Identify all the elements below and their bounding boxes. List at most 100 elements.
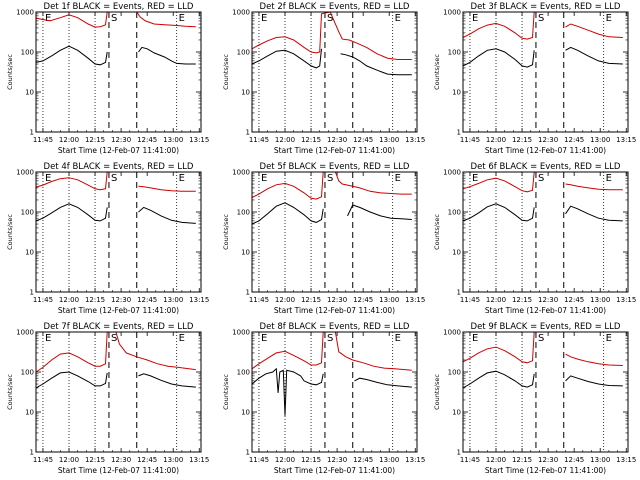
x-axis-label: Start Time (12-Feb-07 11:41:00) xyxy=(485,146,606,155)
y-tick-label: 100 xyxy=(448,369,461,377)
marker-label: E xyxy=(395,13,401,24)
marker-label: S xyxy=(327,173,333,184)
marker-label: S xyxy=(538,173,544,184)
y-tick-label: 10 xyxy=(241,89,250,97)
y-axis-label: Counts/sec xyxy=(222,54,230,90)
x-tick-label: 12:00 xyxy=(275,456,295,464)
panel-title: Det 2f BLACK = Events, RED = LLD xyxy=(260,2,410,12)
x-tick-label: 11:45 xyxy=(460,136,480,144)
x-tick-label: 12:45 xyxy=(353,296,373,304)
event-rate-line xyxy=(462,370,623,389)
x-tick-label: 12:15 xyxy=(512,136,532,144)
x-tick-label: 13:15 xyxy=(405,456,425,464)
x-tick-label: 12:30 xyxy=(538,296,558,304)
y-axis-label: Counts/sec xyxy=(6,214,14,250)
x-tick-label: 12:30 xyxy=(538,136,558,144)
detector-panel: Det 1f BLACK = Events, RED = LLD Counts/s… xyxy=(6,2,209,155)
y-tick-label: 10 xyxy=(452,249,461,257)
marker-label: E xyxy=(261,333,267,344)
x-tick-label: 13:15 xyxy=(616,296,636,304)
x-tick-label: 12:30 xyxy=(111,296,131,304)
marker-label: E xyxy=(45,333,51,344)
panel-title: Det 9f BLACK = Events, RED = LLD xyxy=(471,322,621,332)
detector-panel: Det 9f BLACK = Events, RED = LLD Counts/s… xyxy=(433,322,636,475)
y-tick-label: 100 xyxy=(21,369,34,377)
y-tick-label: 1000 xyxy=(443,169,461,177)
lld-rate-line xyxy=(462,331,623,366)
y-tick-label: 1 xyxy=(246,449,250,457)
y-axis-label: Counts/sec xyxy=(433,54,441,90)
x-tick-label: 12:45 xyxy=(353,136,373,144)
y-axis-label: Counts/sec xyxy=(433,214,441,250)
y-tick-label: 1000 xyxy=(16,9,34,17)
marker-label: E xyxy=(395,333,401,344)
x-tick-label: 12:00 xyxy=(486,136,506,144)
y-axis-label: Counts/sec xyxy=(222,374,230,410)
plot-frame xyxy=(251,11,418,133)
y-tick-label: 10 xyxy=(241,249,250,257)
panel-title: Det 5f BLACK = Events, RED = LLD xyxy=(260,162,410,172)
panel-title: Det 8f BLACK = Events, RED = LLD xyxy=(260,322,410,332)
marker-label: S xyxy=(327,333,333,344)
plot-frame xyxy=(251,171,418,293)
detector-panel: Det 4f BLACK = Events, RED = LLD Counts/s… xyxy=(6,162,209,315)
x-tick-label: 13:00 xyxy=(163,136,183,144)
x-axis-label: Start Time (12-Feb-07 11:41:00) xyxy=(485,306,606,315)
x-tick-label: 12:15 xyxy=(512,296,532,304)
y-axis-label: Counts/sec xyxy=(222,214,230,250)
x-axis-label: Start Time (12-Feb-07 11:41:00) xyxy=(274,146,395,155)
marker-label: S xyxy=(111,13,117,24)
y-tick-label: 10 xyxy=(25,249,34,257)
y-tick-label: 100 xyxy=(237,209,250,217)
detector-panel: Det 8f BLACK = Events, RED = LLD Counts/s… xyxy=(222,322,425,475)
y-tick-label: 100 xyxy=(448,209,461,217)
panel-title: Det 4f BLACK = Events, RED = LLD xyxy=(44,162,194,172)
x-tick-label: 13:00 xyxy=(590,136,610,144)
lld-rate-line xyxy=(462,11,623,40)
x-tick-label: 12:30 xyxy=(327,136,347,144)
x-tick-label: 13:15 xyxy=(189,296,209,304)
x-tick-label: 12:45 xyxy=(564,136,584,144)
x-axis-label: Start Time (12-Feb-07 11:41:00) xyxy=(274,306,395,315)
x-tick-label: 12:45 xyxy=(353,456,373,464)
y-axis-label: Counts/sec xyxy=(6,54,14,90)
y-tick-label: 10 xyxy=(452,409,461,417)
y-tick-label: 1000 xyxy=(232,169,250,177)
x-tick-label: 12:00 xyxy=(59,296,79,304)
y-tick-label: 1000 xyxy=(232,329,250,337)
x-tick-label: 12:30 xyxy=(111,456,131,464)
x-tick-label: 13:15 xyxy=(616,136,636,144)
marker-label: E xyxy=(179,173,185,184)
y-tick-label: 1 xyxy=(246,289,250,297)
x-tick-label: 13:00 xyxy=(590,296,610,304)
y-tick-label: 1 xyxy=(30,129,34,137)
y-tick-label: 10 xyxy=(25,409,34,417)
marker-label: E xyxy=(261,173,267,184)
y-tick-label: 100 xyxy=(21,49,34,57)
detector-panel: Det 7f BLACK = Events, RED = LLD Counts/s… xyxy=(6,322,209,475)
y-tick-label: 100 xyxy=(21,209,34,217)
x-axis-label: Start Time (12-Feb-07 11:41:00) xyxy=(58,466,179,475)
marker-label: S xyxy=(327,13,333,24)
plot-frame xyxy=(35,171,202,293)
x-tick-label: 12:00 xyxy=(275,296,295,304)
y-axis-label: Counts/sec xyxy=(433,374,441,410)
plot-frame xyxy=(35,11,202,133)
x-tick-label: 13:15 xyxy=(616,456,636,464)
y-tick-label: 1000 xyxy=(443,9,461,17)
x-tick-label: 11:45 xyxy=(249,136,269,144)
detector-panel: Det 5f BLACK = Events, RED = LLD Counts/s… xyxy=(222,162,425,315)
event-rate-line xyxy=(462,46,623,68)
event-rate-line xyxy=(251,367,412,416)
x-tick-label: 11:45 xyxy=(33,296,53,304)
marker-label: S xyxy=(111,173,117,184)
marker-label: E xyxy=(45,13,51,24)
marker-label: E xyxy=(179,333,185,344)
event-rate-line xyxy=(251,202,412,225)
y-tick-label: 1 xyxy=(457,449,461,457)
x-tick-label: 13:15 xyxy=(405,136,425,144)
x-tick-label: 11:45 xyxy=(460,296,480,304)
x-tick-label: 12:45 xyxy=(564,296,584,304)
x-tick-label: 11:45 xyxy=(460,456,480,464)
plot-frame xyxy=(251,331,418,453)
